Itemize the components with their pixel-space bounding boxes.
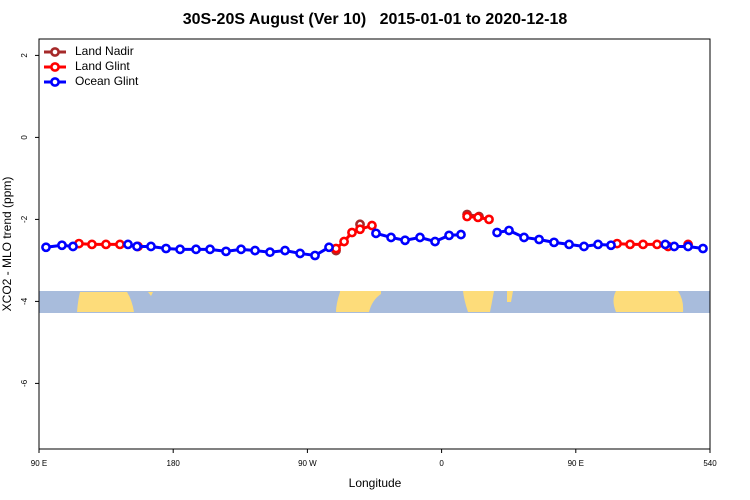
point	[462, 211, 472, 222]
point	[236, 244, 246, 255]
ocean	[39, 291, 710, 313]
point	[492, 227, 502, 238]
point	[87, 239, 97, 250]
legend-label: Ocean Glint	[75, 74, 139, 88]
y-tick-label: 2	[20, 53, 29, 58]
point	[534, 234, 545, 245]
x-tick-label: 180	[167, 459, 181, 468]
point	[191, 244, 201, 255]
x-tick-label: 90 E	[568, 459, 584, 468]
point	[638, 239, 648, 250]
point	[175, 244, 185, 255]
y-axis-label: XCO2 - MLO trend (ppm)	[0, 177, 14, 312]
point	[355, 224, 365, 235]
point	[652, 239, 662, 250]
y-tick-label: -2	[20, 215, 29, 223]
x-tick-label: 90 E	[31, 459, 47, 468]
point	[339, 236, 349, 247]
point	[68, 241, 78, 252]
point	[606, 240, 616, 251]
point	[295, 248, 305, 259]
point	[123, 239, 133, 250]
point	[101, 239, 111, 250]
point	[593, 239, 603, 250]
point	[250, 245, 260, 256]
point	[280, 245, 290, 256]
point	[386, 232, 396, 243]
land	[77, 292, 134, 312]
land	[507, 291, 513, 302]
point	[347, 227, 357, 238]
point	[660, 239, 671, 250]
y-tick-label: -6	[20, 379, 29, 387]
point	[549, 237, 559, 248]
point	[519, 232, 529, 243]
land	[613, 291, 684, 312]
land	[463, 291, 494, 312]
y-tick-label: -4	[20, 297, 29, 305]
point	[698, 243, 708, 254]
chart-title: 30S-20S August (Ver 10) 2015-01-01 to 20…	[183, 11, 568, 28]
point	[41, 242, 51, 253]
point	[132, 241, 142, 252]
x-tick-label: 90 W	[298, 459, 317, 468]
land	[336, 291, 381, 312]
y-tick-label: 0	[20, 135, 29, 140]
legend-marker	[50, 77, 60, 87]
point	[669, 241, 680, 252]
x-axis-label: Longitude	[349, 476, 402, 490]
plot-frame	[38, 38, 711, 450]
point	[564, 239, 574, 250]
legend-marker	[50, 47, 60, 57]
point	[683, 241, 693, 252]
point	[310, 250, 320, 261]
point	[205, 244, 215, 255]
point	[367, 220, 377, 231]
point	[400, 235, 410, 246]
point	[115, 239, 125, 250]
x-tick-label: 0	[439, 459, 444, 468]
legend-label: Land Glint	[75, 59, 130, 73]
point	[473, 212, 483, 223]
point	[484, 214, 494, 225]
point	[221, 246, 231, 257]
point	[444, 230, 454, 241]
land	[148, 292, 153, 296]
point	[324, 242, 334, 253]
point	[579, 241, 589, 252]
legend-label: Land Nadir	[75, 44, 134, 58]
x-tick-label: 540	[703, 459, 717, 468]
point	[57, 240, 67, 251]
point	[371, 228, 381, 239]
point	[146, 241, 156, 252]
point	[456, 229, 466, 240]
point	[430, 236, 440, 247]
point	[625, 239, 635, 250]
point	[504, 225, 514, 236]
point	[265, 247, 275, 258]
point	[415, 232, 425, 243]
map-strip	[39, 291, 710, 313]
legend-marker	[50, 62, 60, 72]
point	[161, 243, 171, 254]
